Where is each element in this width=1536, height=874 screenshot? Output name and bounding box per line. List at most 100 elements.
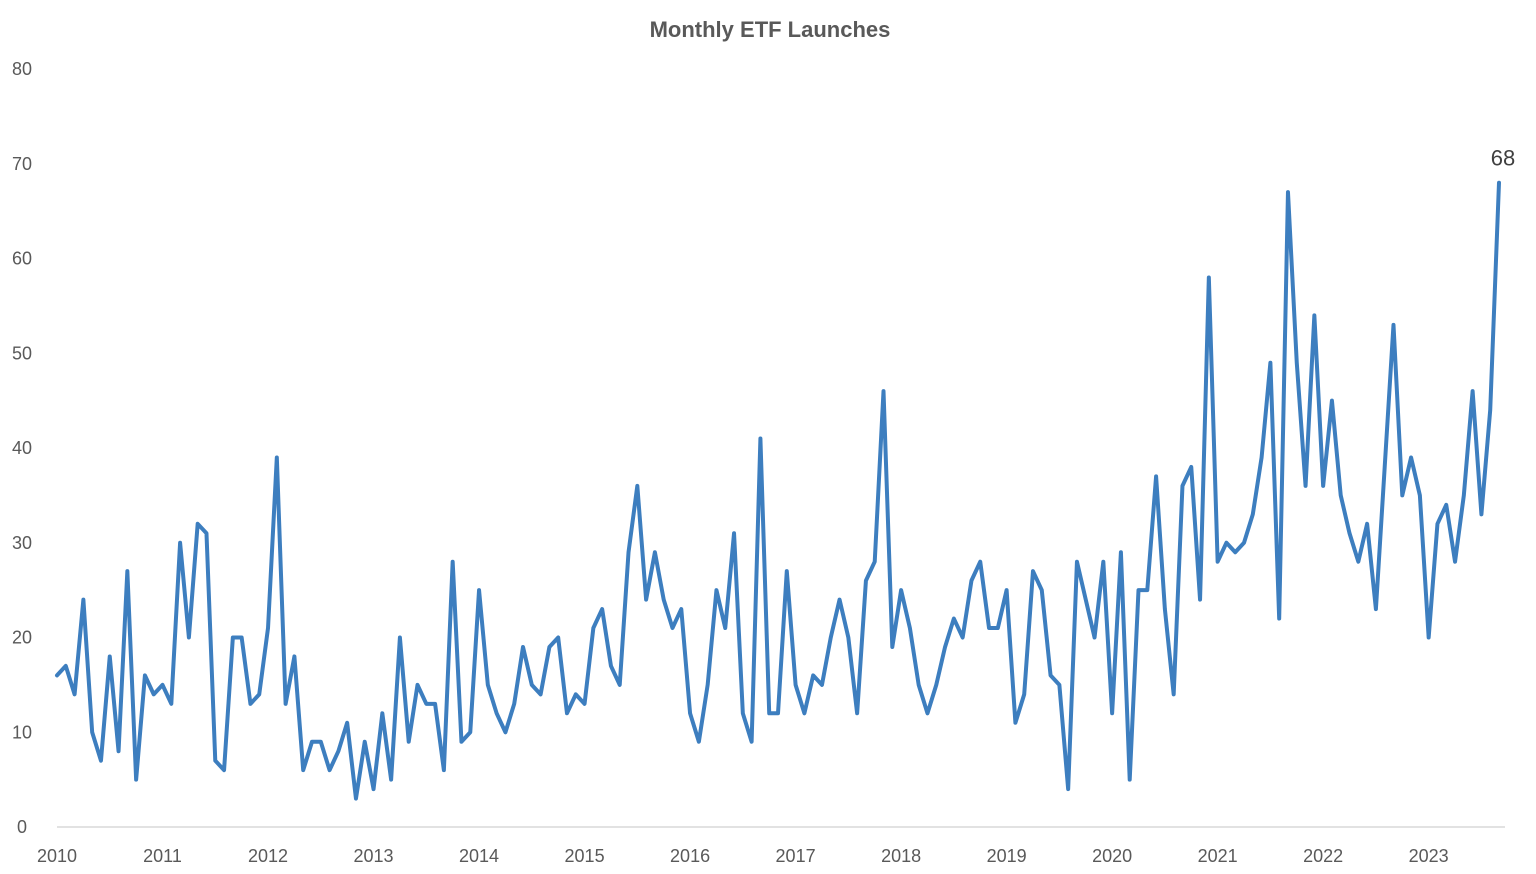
x-tick-label: 2016 bbox=[670, 846, 710, 866]
data-point bbox=[1243, 541, 1245, 544]
data-point bbox=[733, 532, 735, 535]
x-tick-label: 2019 bbox=[987, 846, 1027, 866]
data-point bbox=[1137, 589, 1140, 591]
data-point bbox=[276, 456, 278, 459]
data-point bbox=[944, 646, 946, 648]
data-point bbox=[1252, 513, 1254, 516]
data-point bbox=[188, 636, 190, 639]
data-point bbox=[1102, 560, 1105, 563]
data-point bbox=[1181, 485, 1184, 487]
data-point bbox=[1331, 399, 1333, 402]
data-point bbox=[1023, 693, 1025, 696]
data-point bbox=[363, 740, 366, 743]
data-point bbox=[513, 703, 516, 705]
data-point bbox=[1216, 560, 1219, 563]
data-point bbox=[1480, 513, 1483, 516]
series-line-monthly-etf-launches bbox=[55, 180, 1501, 801]
data-point bbox=[1278, 617, 1280, 620]
data-point bbox=[1313, 314, 1316, 317]
y-tick-label: 40 bbox=[12, 438, 32, 458]
data-point bbox=[785, 570, 788, 572]
data-point bbox=[302, 769, 305, 771]
data-point bbox=[961, 636, 964, 639]
data-point bbox=[970, 579, 973, 582]
data-point bbox=[469, 731, 472, 734]
data-point bbox=[1348, 532, 1351, 535]
data-point bbox=[750, 740, 753, 743]
data-point bbox=[1322, 485, 1324, 487]
data-point bbox=[900, 589, 902, 591]
data-point bbox=[399, 636, 401, 639]
data-point bbox=[856, 712, 858, 715]
data-point bbox=[293, 655, 296, 658]
data-point bbox=[768, 712, 771, 715]
data-point bbox=[179, 541, 181, 544]
data-point bbox=[407, 740, 410, 743]
x-axis-tick-labels: 2010 2011 2012 2013 2014 2015 2016 2017 2018 2019… bbox=[37, 846, 1449, 866]
data-point bbox=[522, 646, 524, 648]
x-tick-label: 2010 bbox=[37, 846, 77, 866]
data-point bbox=[1445, 504, 1448, 506]
data-point bbox=[724, 627, 727, 629]
data-point bbox=[381, 712, 384, 715]
data-point bbox=[539, 693, 542, 696]
data-point bbox=[64, 665, 67, 667]
y-tick-label: 30 bbox=[12, 533, 32, 553]
data-point bbox=[618, 684, 621, 686]
x-tick-label: 2013 bbox=[354, 846, 394, 866]
data-point bbox=[1260, 456, 1263, 459]
data-point bbox=[1128, 778, 1131, 781]
data-point bbox=[1172, 693, 1175, 696]
data-point bbox=[610, 665, 612, 667]
data-point bbox=[100, 759, 102, 762]
data-point bbox=[1436, 523, 1439, 525]
data-point bbox=[1049, 674, 1052, 677]
data-point bbox=[434, 703, 436, 705]
data-point bbox=[126, 570, 129, 572]
data-point bbox=[794, 684, 797, 686]
data-point bbox=[135, 778, 137, 781]
x-tick-label: 2014 bbox=[459, 846, 499, 866]
data-point bbox=[232, 636, 234, 639]
data-point bbox=[1401, 494, 1404, 497]
data-point bbox=[742, 712, 744, 715]
data-point bbox=[1427, 636, 1430, 639]
data-point bbox=[812, 674, 814, 677]
data-point bbox=[82, 598, 85, 601]
data-point bbox=[205, 532, 208, 535]
data-point bbox=[460, 740, 463, 743]
data-point bbox=[706, 684, 709, 686]
data-point bbox=[1366, 523, 1368, 525]
data-point bbox=[1463, 494, 1465, 497]
data-point bbox=[487, 684, 489, 686]
data-point bbox=[1032, 570, 1034, 572]
data-point bbox=[979, 560, 982, 563]
data-point bbox=[1146, 589, 1149, 591]
data-point bbox=[416, 684, 419, 686]
data-point bbox=[1295, 361, 1298, 364]
data-point bbox=[1498, 181, 1500, 184]
y-tick-label: 50 bbox=[12, 343, 32, 363]
data-point bbox=[117, 750, 120, 752]
data-point bbox=[715, 589, 718, 591]
x-tick-label: 2020 bbox=[1092, 846, 1132, 866]
data-point bbox=[1269, 361, 1272, 364]
data-point bbox=[1225, 541, 1228, 544]
data-point bbox=[161, 684, 164, 686]
data-point bbox=[56, 674, 58, 677]
data-point bbox=[478, 589, 480, 591]
data-point bbox=[1190, 466, 1193, 468]
data-point bbox=[882, 390, 885, 392]
data-point bbox=[91, 731, 93, 734]
data-point bbox=[1375, 608, 1377, 610]
data-points bbox=[56, 181, 1500, 800]
data-point bbox=[495, 712, 498, 715]
data-point bbox=[1410, 456, 1412, 459]
data-point bbox=[531, 684, 533, 686]
x-tick-label: 2022 bbox=[1303, 846, 1343, 866]
data-point bbox=[821, 684, 823, 686]
x-tick-label: 2023 bbox=[1409, 846, 1449, 866]
data-point bbox=[1067, 788, 1069, 790]
